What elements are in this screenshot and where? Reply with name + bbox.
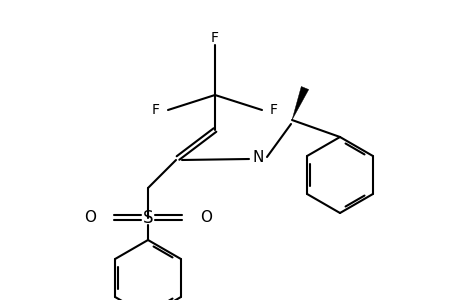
Polygon shape	[291, 86, 308, 120]
Text: O: O	[200, 211, 212, 226]
Text: F: F	[211, 31, 218, 45]
Text: N: N	[252, 151, 263, 166]
Text: O: O	[84, 211, 96, 226]
Text: S: S	[142, 209, 153, 227]
Text: F: F	[151, 103, 160, 117]
Text: F: F	[269, 103, 277, 117]
